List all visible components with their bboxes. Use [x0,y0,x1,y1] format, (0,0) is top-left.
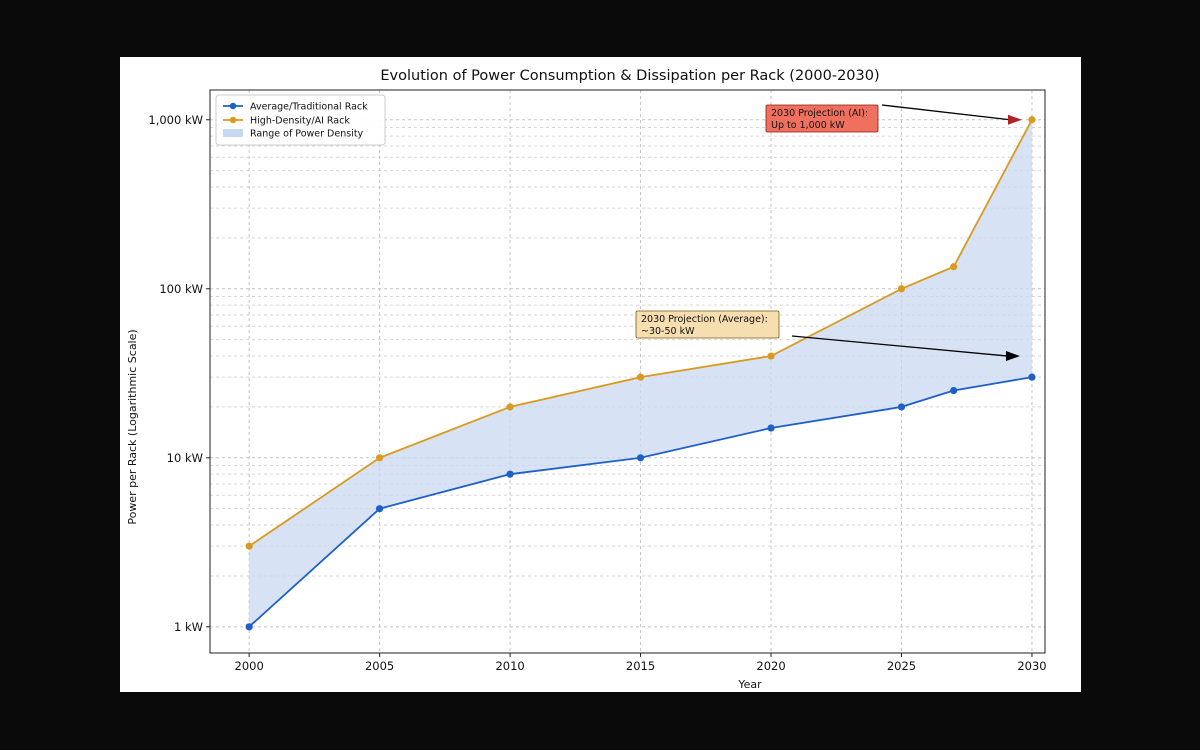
legend-fill-swatch [223,129,243,137]
chart-figure: Evolution of Power Consumption & Dissipa… [120,57,1081,692]
x-tick-label: 2020 [756,659,785,673]
ai-rack-line [248,119,1033,547]
ai-rack-point [767,352,775,360]
average-rack-point [950,386,958,395]
average-rack-point [897,403,906,411]
avg-projection-line2: ~30-50 kW [641,326,695,337]
chart-svg: Evolution of Power Consumption & Dissipa… [120,57,1081,692]
legend-label: Range of Power Density [250,129,364,140]
average-rack-point [376,505,384,513]
range-of-power-density-area [249,119,1032,627]
y-tick-label: 1,000 kW [148,113,203,127]
ai-projection-line1: 2030 Projection (AI): [771,108,868,119]
ai-rack-point [506,403,514,411]
ai-rack-point [897,285,906,293]
legend-label: High-Density/AI Rack [250,116,350,127]
legend-marker [229,102,237,110]
series [245,116,1036,631]
legend-marker [229,116,237,124]
avg-projection-arrow [791,335,1009,357]
ai-rack-point [636,373,645,381]
ai-projection-arrow [881,104,1011,121]
y-tick-label: 10 kW [167,451,203,465]
average-rack-point [1028,373,1036,381]
avg-projection-box [635,310,780,339]
legend: Average/Traditional Rack High-Density/AI … [215,94,386,146]
annotations: 2030 Projection (AI):Up to 1,000 kW 2030 … [635,104,1022,362]
ai-rack-point [376,454,384,462]
x-tick-label: 2000 [235,659,264,673]
plot-frame [209,89,1046,654]
x-tick-label: 2005 [365,659,394,673]
legend-box [215,94,386,146]
x-tick-label: 2030 [1017,659,1046,673]
ai-projection-arrowhead [1007,114,1022,125]
avg-projection-arrowhead [1005,351,1020,362]
y-tick-label: 100 kW [159,282,203,296]
range-fill [249,119,1032,627]
average-rack-point [636,454,645,462]
y-axis-label: Power per Rack (Logarithmic Scale) [126,329,139,524]
x-tick-label: 2015 [626,659,655,673]
legend-label: Average/Traditional Rack [250,102,368,113]
average-rack-point [506,470,514,478]
ai-rack-point [1028,116,1036,124]
avg-projection-line1: 2030 Projection (Average): [641,314,768,325]
axes: 2000 2005 2010 2015 2020 2025 2030 1 kW 10 kW 100… [148,89,1047,673]
y-tick-label: 1 kW [174,620,203,634]
average-rack-point [245,623,253,631]
average-rack-line [248,376,1033,628]
ai-projection-box [765,104,879,133]
average-rack-point [767,424,775,432]
chart-title: Evolution of Power Consumption & Dissipa… [380,68,879,84]
ai-rack-point [245,542,253,550]
x-tick-label: 2010 [495,659,524,673]
x-axis-label: Year [737,678,762,691]
ai-rack-point [950,263,958,271]
x-tick-label: 2025 [887,659,916,673]
ai-projection-line2: Up to 1,000 kW [771,120,845,131]
